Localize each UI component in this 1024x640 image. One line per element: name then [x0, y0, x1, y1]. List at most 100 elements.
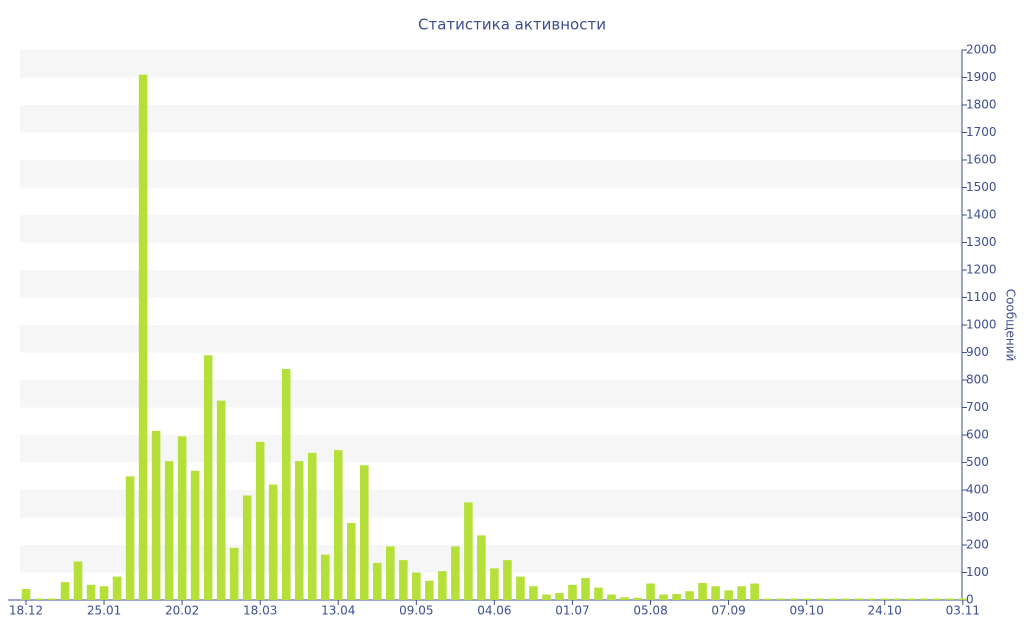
- chart-title: Статистика активности: [418, 16, 606, 34]
- bar: [607, 594, 616, 600]
- grid-band: [20, 270, 962, 298]
- bar: [216, 400, 226, 600]
- bar: [893, 598, 903, 600]
- y-tick-label: 200: [966, 538, 989, 552]
- bar: [620, 597, 629, 600]
- y-tick-label: 0: [966, 593, 974, 607]
- grid-band: [20, 160, 962, 188]
- grid-band: [20, 380, 962, 408]
- bar: [867, 598, 877, 600]
- x-tick-label: 09.10: [789, 604, 823, 618]
- bar: [594, 587, 603, 600]
- y-tick-label: 900: [966, 345, 989, 359]
- y-tick-label: 1700: [966, 125, 997, 139]
- y-tick-label: 400: [966, 483, 989, 497]
- grid-band: [20, 50, 962, 78]
- bar: [789, 598, 798, 600]
- bar: [698, 582, 707, 600]
- x-tick-label: 13.04: [321, 604, 355, 618]
- y-tick-label: 100: [966, 565, 989, 579]
- x-tick-label: 05.08: [633, 604, 667, 618]
- bar: [932, 598, 942, 600]
- bar: [646, 583, 655, 600]
- bar: [112, 576, 122, 600]
- bar: [490, 568, 499, 600]
- bar: [333, 450, 343, 600]
- bar: [516, 576, 525, 600]
- bar: [386, 546, 395, 600]
- bar: [568, 584, 577, 600]
- bar: [776, 598, 785, 600]
- bar: [86, 584, 96, 600]
- x-tick-label: 18.12: [9, 604, 43, 618]
- bar: [750, 583, 759, 600]
- bar: [21, 589, 31, 600]
- bar: [73, 561, 83, 600]
- bar: [203, 355, 213, 600]
- y-tick-label: 1100: [966, 290, 997, 304]
- bar: [47, 598, 57, 600]
- bar: [464, 502, 473, 600]
- bar: [945, 598, 955, 600]
- bar: [412, 572, 421, 600]
- y-tick-label: 1600: [966, 153, 997, 167]
- grid-band: [20, 545, 962, 573]
- bar: [359, 465, 369, 600]
- bar: [60, 582, 70, 600]
- x-tick-label: 07.09: [711, 604, 745, 618]
- bar: [99, 586, 109, 600]
- bar: [268, 484, 278, 600]
- bar: [229, 547, 239, 600]
- y-tick-label: 700: [966, 400, 989, 414]
- grid-band: [20, 325, 962, 353]
- y-tick-label: 1000: [966, 318, 997, 332]
- y-tick-label: 1500: [966, 180, 997, 194]
- bar: [307, 452, 317, 600]
- bar: [281, 369, 291, 600]
- grid-band: [20, 435, 962, 463]
- bar: [542, 594, 551, 600]
- y-tick-label: 1200: [966, 263, 997, 277]
- bar: [346, 523, 356, 600]
- bar: [242, 495, 252, 600]
- bar: [906, 598, 916, 600]
- bar: [438, 571, 447, 600]
- bar: [425, 580, 434, 600]
- y-tick-label: 1300: [966, 235, 997, 249]
- bar: [854, 598, 864, 600]
- bar: [373, 562, 382, 600]
- bar: [190, 470, 200, 600]
- x-tick-label: 03.11: [946, 604, 980, 618]
- bar: [581, 578, 590, 600]
- bar: [763, 598, 772, 600]
- bar: [880, 598, 890, 600]
- bar: [451, 546, 460, 600]
- x-tick-label: 01.07: [555, 604, 589, 618]
- bar: [659, 594, 668, 600]
- y-axis-title: Сообщений: [1004, 289, 1018, 362]
- y-tick-label: 600: [966, 428, 989, 442]
- x-tick-label: 18.03: [243, 604, 277, 618]
- bar: [164, 461, 174, 600]
- bar: [177, 436, 187, 600]
- bar: [737, 586, 746, 600]
- bar: [255, 441, 265, 600]
- bar: [503, 560, 512, 600]
- grid-band: [20, 490, 962, 518]
- x-tick-label: 25.01: [87, 604, 121, 618]
- bar: [125, 476, 135, 600]
- bar: [958, 598, 968, 600]
- y-tick-label: 1800: [966, 98, 997, 112]
- bar: [841, 598, 850, 600]
- bar: [815, 598, 824, 600]
- y-tick-label: 1900: [966, 70, 997, 84]
- bar: [138, 74, 148, 600]
- bar: [477, 535, 486, 600]
- y-tick-label: 2000: [966, 43, 997, 57]
- y-tick-label: 1400: [966, 208, 997, 222]
- bar: [633, 597, 642, 600]
- bar: [34, 598, 44, 600]
- x-tick-label: 04.06: [477, 604, 511, 618]
- bar: [294, 461, 304, 600]
